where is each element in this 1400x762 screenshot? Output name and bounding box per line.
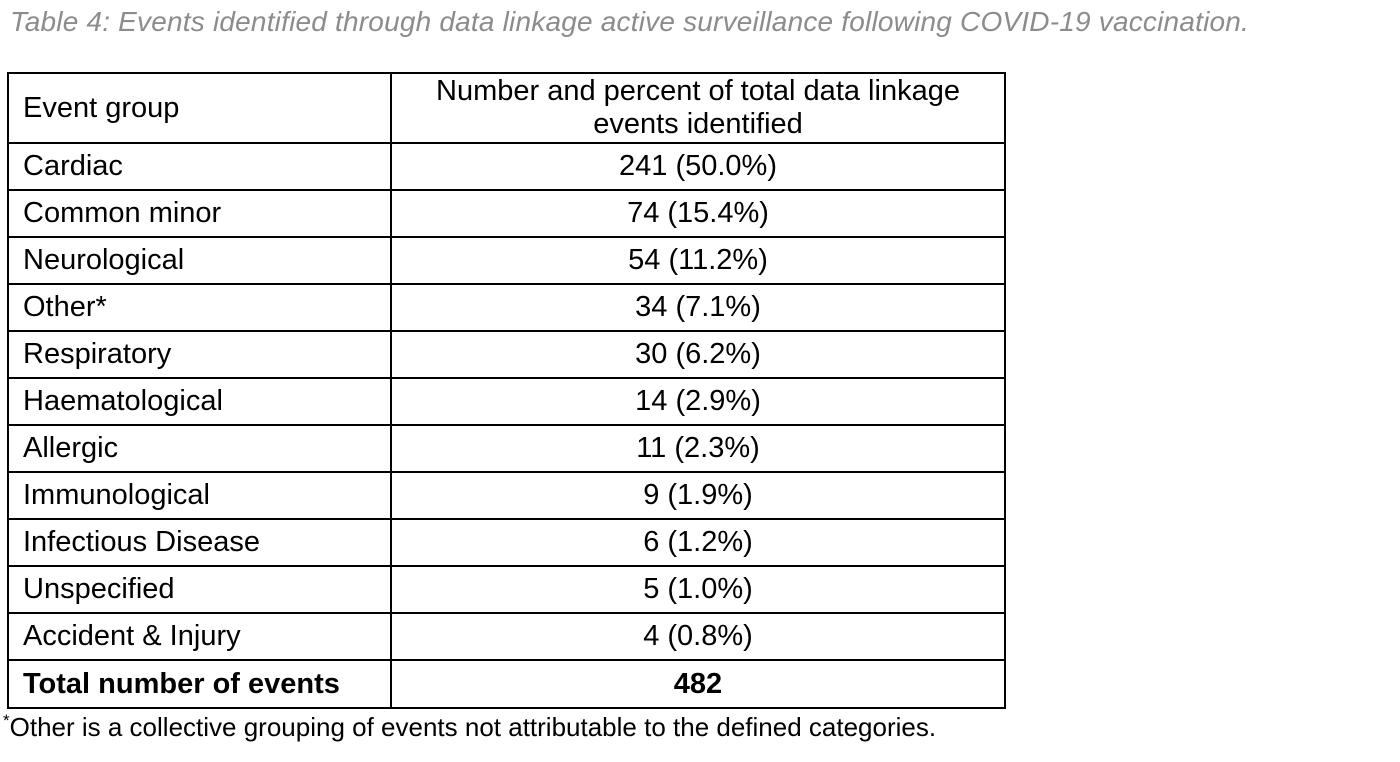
cell-event-group: Immunological (7, 471, 392, 520)
events-table: Event group Number and percent of total … (7, 72, 1006, 709)
cell-event-group: Haematological (7, 377, 392, 426)
footnote: *Other is a collective grouping of event… (3, 712, 936, 743)
table-header-row: Event group Number and percent of total … (7, 72, 1006, 144)
cell-value: 14 (2.9%) (390, 377, 1006, 426)
header-number-percent: Number and percent of total data linkage… (390, 72, 1006, 144)
cell-value: 9 (1.9%) (390, 471, 1006, 520)
cell-event-group: Neurological (7, 236, 392, 285)
table-row: Immunological 9 (1.9%) (7, 471, 1006, 520)
page-title: Table 4: Events identified through data … (10, 6, 1250, 37)
cell-value: 241 (50.0%) (390, 142, 1006, 191)
cell-value: 11 (2.3%) (390, 424, 1006, 473)
table-row: Allergic 11 (2.3%) (7, 424, 1006, 473)
cell-value: 34 (7.1%) (390, 283, 1006, 332)
table-row: Infectious Disease 6 (1.2%) (7, 518, 1006, 567)
table-row: Neurological 54 (11.2%) (7, 236, 1006, 285)
cell-event-group: Other* (7, 283, 392, 332)
total-row: Total number of events 482 (7, 659, 1006, 709)
total-label: Total number of events (7, 659, 392, 709)
table-row: Cardiac 241 (50.0%) (7, 142, 1006, 191)
footnote-asterisk: * (3, 711, 10, 730)
table-row: Common minor 74 (15.4%) (7, 189, 1006, 238)
cell-event-group: Accident & Injury (7, 612, 392, 661)
cell-value: 74 (15.4%) (390, 189, 1006, 238)
total-value: 482 (390, 659, 1006, 709)
cell-value: 54 (11.2%) (390, 236, 1006, 285)
cell-event-group: Infectious Disease (7, 518, 392, 567)
table-row: Accident & Injury 4 (0.8%) (7, 612, 1006, 661)
cell-event-group: Allergic (7, 424, 392, 473)
table-row: Haematological 14 (2.9%) (7, 377, 1006, 426)
cell-event-group: Respiratory (7, 330, 392, 379)
cell-event-group: Unspecified (7, 565, 392, 614)
cell-value: 4 (0.8%) (390, 612, 1006, 661)
cell-value: 30 (6.2%) (390, 330, 1006, 379)
table-row: Unspecified 5 (1.0%) (7, 565, 1006, 614)
table-row: Respiratory 30 (6.2%) (7, 330, 1006, 379)
table-row: Other* 34 (7.1%) (7, 283, 1006, 332)
cell-value: 5 (1.0%) (390, 565, 1006, 614)
header-event-group: Event group (7, 72, 392, 144)
cell-event-group: Cardiac (7, 142, 392, 191)
footnote-text: Other is a collective grouping of events… (9, 712, 937, 742)
cell-event-group: Common minor (7, 189, 392, 238)
cell-value: 6 (1.2%) (390, 518, 1006, 567)
